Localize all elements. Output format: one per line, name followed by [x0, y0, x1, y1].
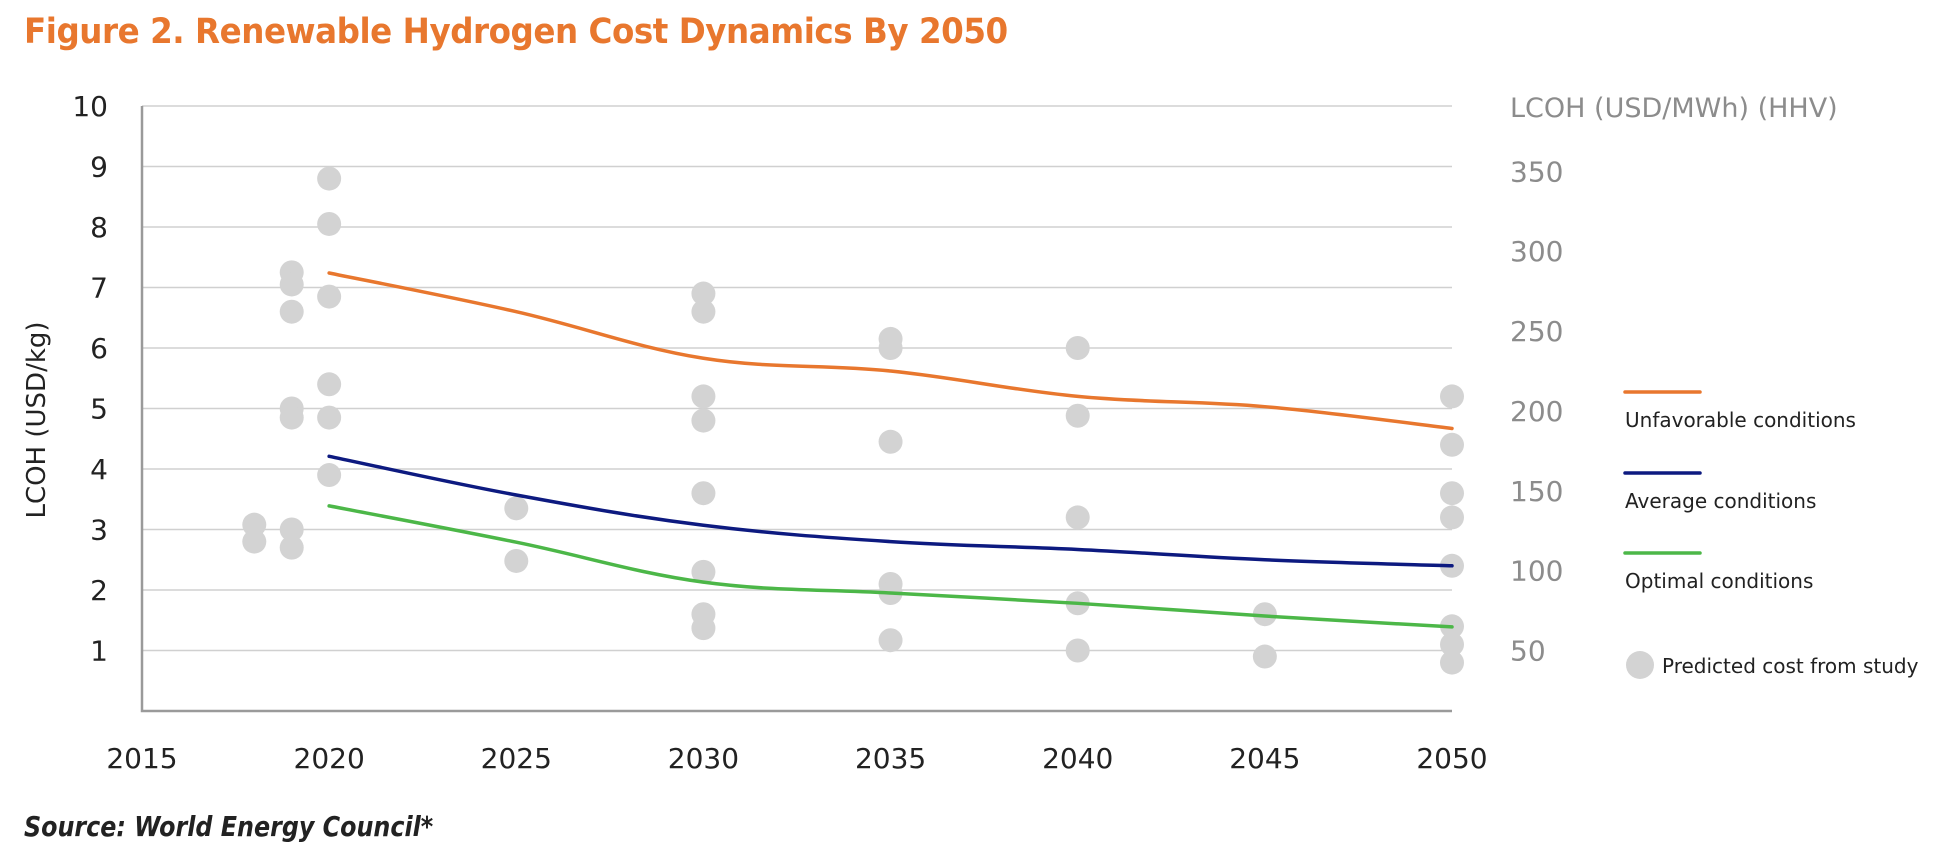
study-point — [1440, 384, 1464, 409]
x-tick-label: 2040 — [1042, 742, 1113, 775]
legend-label: Predicted cost from study — [1662, 654, 1919, 678]
y-axis-label: LCOH (USD/kg) — [22, 321, 52, 518]
study-point — [1065, 336, 1090, 360]
study-point — [1065, 638, 1090, 663]
study-points — [242, 166, 1464, 675]
study-point — [317, 405, 342, 430]
source-note: Source: World Energy Council* — [24, 810, 434, 843]
y-tick-label: 9 — [90, 151, 108, 184]
legend-label: Unfavorable conditions — [1625, 408, 1856, 432]
study-point — [317, 372, 342, 397]
study-point — [1065, 505, 1090, 530]
study-point — [691, 384, 716, 409]
study-point — [317, 463, 342, 488]
y-tick-label: 8 — [90, 211, 108, 244]
y2-axis-label: LCOH (USD/MWh) (HHV) — [1510, 93, 1838, 124]
study-point — [691, 408, 716, 433]
study-point — [691, 481, 716, 506]
axis-lines — [140, 106, 1452, 713]
study-point — [878, 429, 903, 454]
series-line-unfavorable — [327, 271, 1454, 431]
axes — [140, 106, 1452, 713]
right-y-ticks: 50 100 150 200 250 300 350 — [1510, 155, 1563, 667]
study-point — [279, 517, 304, 542]
study-point — [317, 284, 342, 309]
study-point — [1065, 403, 1090, 428]
study-point — [242, 529, 267, 554]
legend-swatch-dot — [1626, 651, 1654, 679]
series-lines — [327, 271, 1454, 629]
y-tick-label: 2 — [90, 574, 108, 607]
study-point — [317, 211, 342, 236]
x-ticks: 2015 2020 2025 2030 2035 2040 2045 2050 — [106, 742, 1487, 775]
legend: Unfavorable conditions Average conditions… — [1623, 390, 1919, 679]
study-point — [1440, 650, 1464, 675]
y-tick-label: 3 — [90, 514, 108, 547]
x-tick-label: 2025 — [481, 742, 552, 775]
series-line-average — [327, 454, 1454, 568]
study-point — [317, 166, 342, 191]
legend-label: Average conditions — [1625, 489, 1816, 513]
y2-tick-label: 300 — [1510, 235, 1563, 268]
study-point — [279, 299, 304, 324]
y-tick-label: 5 — [90, 393, 108, 426]
study-point — [691, 281, 716, 306]
legend-item-average: Average conditions — [1623, 471, 1816, 513]
legend-item-study_points: Predicted cost from study — [1626, 651, 1919, 679]
y-tick-label: 7 — [90, 272, 108, 305]
study-point — [691, 299, 716, 324]
study-point — [1440, 481, 1464, 506]
study-point — [279, 272, 304, 297]
y2-tick-label: 250 — [1510, 315, 1563, 348]
y-tick-label: 1 — [90, 635, 108, 668]
x-tick-label: 2030 — [668, 742, 739, 775]
x-tick-label: 2015 — [106, 742, 177, 775]
x-tick-label: 2050 — [1416, 742, 1487, 775]
study-point — [1440, 632, 1464, 657]
study-point — [1252, 602, 1277, 627]
study-point — [1440, 505, 1464, 530]
left-y-ticks: 1 2 3 4 5 6 7 8 9 10 — [72, 90, 108, 668]
y-tick-label: 10 — [72, 90, 108, 123]
y2-tick-label: 100 — [1510, 555, 1563, 588]
study-point — [279, 405, 304, 430]
series-line-optimal — [327, 504, 1454, 629]
study-point — [279, 535, 304, 560]
x-tick-label: 2035 — [855, 742, 926, 775]
study-point — [1440, 432, 1464, 457]
y2-tick-label: 150 — [1510, 475, 1563, 508]
study-point — [504, 548, 529, 573]
legend-item-unfavorable: Unfavorable conditions — [1623, 390, 1856, 432]
study-point — [1252, 644, 1277, 669]
study-point — [242, 512, 267, 537]
y-tick-label: 4 — [90, 453, 108, 486]
study-point — [878, 628, 903, 653]
y2-tick-label: 350 — [1510, 155, 1563, 188]
y2-tick-label: 200 — [1510, 395, 1563, 428]
study-point — [691, 616, 716, 641]
legend-item-optimal: Optimal conditions — [1623, 551, 1813, 593]
y2-tick-label: 50 — [1510, 635, 1546, 668]
x-tick-label: 2020 — [294, 742, 365, 775]
study-point — [878, 336, 903, 360]
y-tick-label: 6 — [90, 332, 108, 365]
study-point — [504, 496, 529, 521]
figure-title: Figure 2. Renewable Hydrogen Cost Dynami… — [24, 12, 1008, 52]
legend-label: Optimal conditions — [1625, 569, 1813, 593]
x-tick-label: 2045 — [1229, 742, 1300, 775]
study-point — [691, 559, 716, 584]
